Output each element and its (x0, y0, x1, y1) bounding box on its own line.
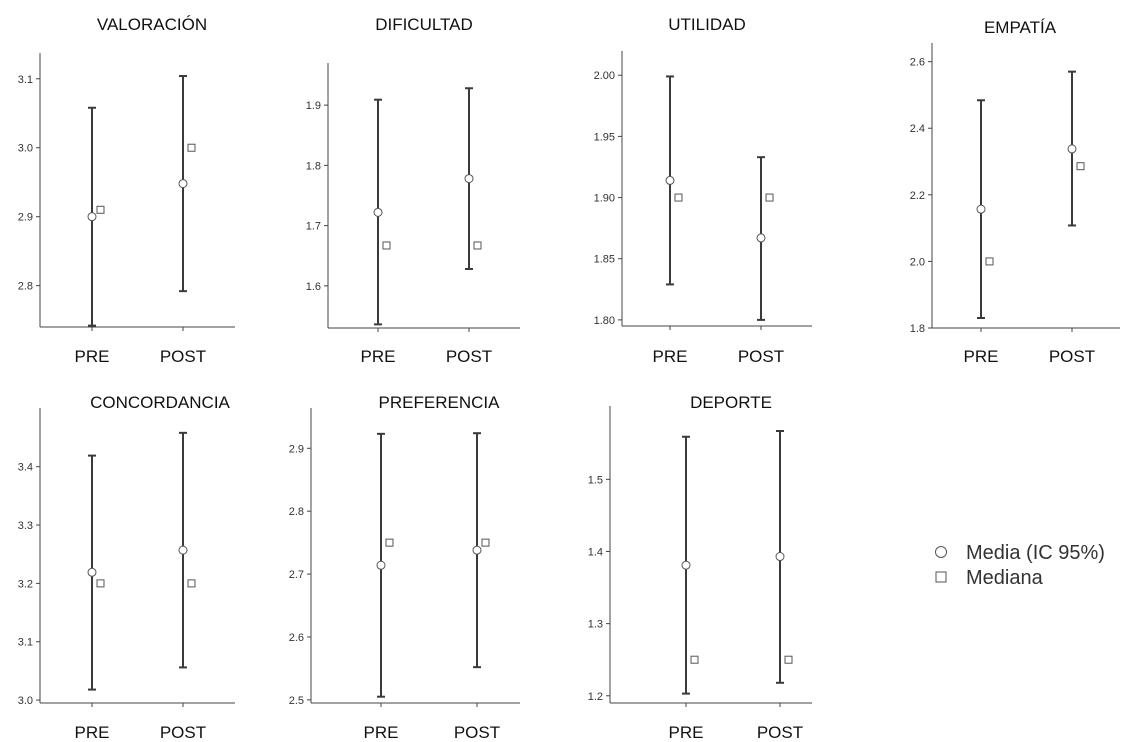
panel-title: DEPORTE (690, 393, 772, 412)
y-tick-label: 1.7 (306, 221, 321, 233)
y-tick-label: 1.90 (594, 193, 615, 205)
x-category-label: PRE (964, 347, 999, 366)
mean-point (376, 560, 386, 570)
y-tick-label: 1.95 (594, 131, 615, 143)
x-category-label: POST (446, 347, 492, 366)
x-category-label: POST (454, 723, 500, 742)
panel-7: DEPORTE 1.2 1.3 1.4 1.5 PRE POST (588, 393, 812, 742)
panel-title: UTILIDAD (668, 15, 745, 34)
median-point (187, 579, 196, 588)
median-point (1076, 162, 1085, 171)
median-point (96, 579, 105, 588)
y-tick-label: 3.1 (18, 74, 33, 86)
median-point (96, 205, 105, 214)
y-tick-label: 3.4 (18, 462, 33, 474)
x-category-label: PRE (653, 347, 688, 366)
median-point (784, 655, 793, 664)
panel-title: EMPATÍA (984, 18, 1057, 37)
y-tick-label: 2.8 (18, 281, 33, 293)
y-tick-label: 1.5 (588, 474, 603, 486)
x-category-label: POST (160, 347, 206, 366)
median-point (481, 538, 490, 547)
median-point (385, 538, 394, 547)
y-tick-label: 1.8 (910, 323, 925, 335)
mean-point (178, 179, 188, 189)
panel-3: UTILIDAD 1.80 1.85 1.90 1.95 2.00 PRE POST (594, 15, 812, 366)
y-tick-label: 1.9 (306, 100, 321, 112)
x-category-label: POST (1049, 347, 1095, 366)
legend-mean-label: Media (IC 95%) (966, 542, 1105, 564)
y-tick-label: 2.6 (289, 632, 304, 644)
y-tick-label: 3.2 (18, 578, 33, 590)
y-tick-label: 2.7 (289, 569, 304, 581)
panel-title: PREFERENCIA (379, 393, 501, 412)
mean-point (373, 207, 383, 217)
chart-legend: Media (IC 95%) Mediana (935, 542, 1105, 589)
median-point (187, 143, 196, 152)
y-tick-label: 1.2 (588, 691, 603, 703)
median-point (382, 241, 391, 250)
panel-1: VALORACIÓN 2.8 2.9 3.0 3.1 PRE POST (18, 15, 235, 366)
y-tick-label: 2.9 (289, 443, 304, 455)
y-tick-label: 3.3 (18, 520, 33, 532)
y-tick-label: 3.0 (18, 695, 33, 707)
y-tick-label: 1.6 (306, 281, 321, 293)
mean-point (472, 545, 482, 555)
panel-4: EMPATÍA 1.8 2.0 2.2 2.4 2.6 PRE POST (910, 18, 1120, 366)
median-point (674, 193, 683, 202)
y-tick-label: 3.0 (18, 143, 33, 155)
mean-point (665, 175, 675, 185)
mean-point (775, 552, 785, 562)
x-category-label: POST (160, 723, 206, 742)
panel-6: PREFERENCIA 2.5 2.6 2.7 2.8 2.9 PRE POST (289, 393, 520, 742)
mean-point (87, 212, 97, 222)
median-point (690, 655, 699, 664)
y-tick-label: 2.4 (910, 123, 925, 135)
y-tick-label: 2.2 (910, 190, 925, 202)
panel-title: VALORACIÓN (97, 15, 207, 34)
y-tick-label: 2.9 (18, 212, 33, 224)
panel-title: DIFICULTAD (375, 15, 473, 34)
legend-median-marker (935, 571, 947, 583)
y-tick-label: 2.5 (289, 695, 304, 707)
mean-point (976, 204, 986, 214)
panel-5: CONCORDANCIA 3.0 3.1 3.2 3.3 3.4 PRE POST (18, 393, 235, 742)
y-tick-label: 3.1 (18, 637, 33, 649)
x-category-label: PRE (364, 723, 399, 742)
mean-point (756, 233, 766, 243)
x-category-label: PRE (75, 723, 110, 742)
panel-2: DIFICULTAD 1.6 1.7 1.8 1.9 PRE POST (306, 15, 520, 366)
chart-panels: VALORACIÓN 2.8 2.9 3.0 3.1 PRE POST DIFICULTAD 1… (18, 15, 1120, 742)
x-category-label: POST (757, 723, 803, 742)
y-tick-label: 2.8 (289, 506, 304, 518)
panel-title: CONCORDANCIA (90, 393, 230, 412)
legend-median-label: Mediana (966, 567, 1044, 589)
x-category-label: PRE (669, 723, 704, 742)
y-tick-label: 2.6 (910, 57, 925, 69)
y-tick-label: 1.80 (594, 315, 615, 327)
median-point (985, 257, 994, 266)
y-tick-label: 1.8 (306, 160, 321, 172)
mean-point (87, 567, 97, 577)
median-point (473, 241, 482, 250)
y-tick-label: 2.00 (594, 70, 615, 82)
mean-point (464, 174, 474, 184)
mean-point (1067, 144, 1077, 154)
y-tick-label: 2.0 (910, 256, 925, 268)
legend-mean-marker (935, 546, 947, 558)
mean-point (681, 560, 691, 570)
x-category-label: POST (738, 347, 784, 366)
y-tick-label: 1.3 (588, 619, 603, 631)
x-category-label: PRE (361, 347, 396, 366)
median-point (765, 193, 774, 202)
x-category-label: PRE (75, 347, 110, 366)
y-tick-label: 1.4 (588, 546, 603, 558)
mean-point (178, 545, 188, 555)
y-tick-label: 1.85 (594, 254, 615, 266)
